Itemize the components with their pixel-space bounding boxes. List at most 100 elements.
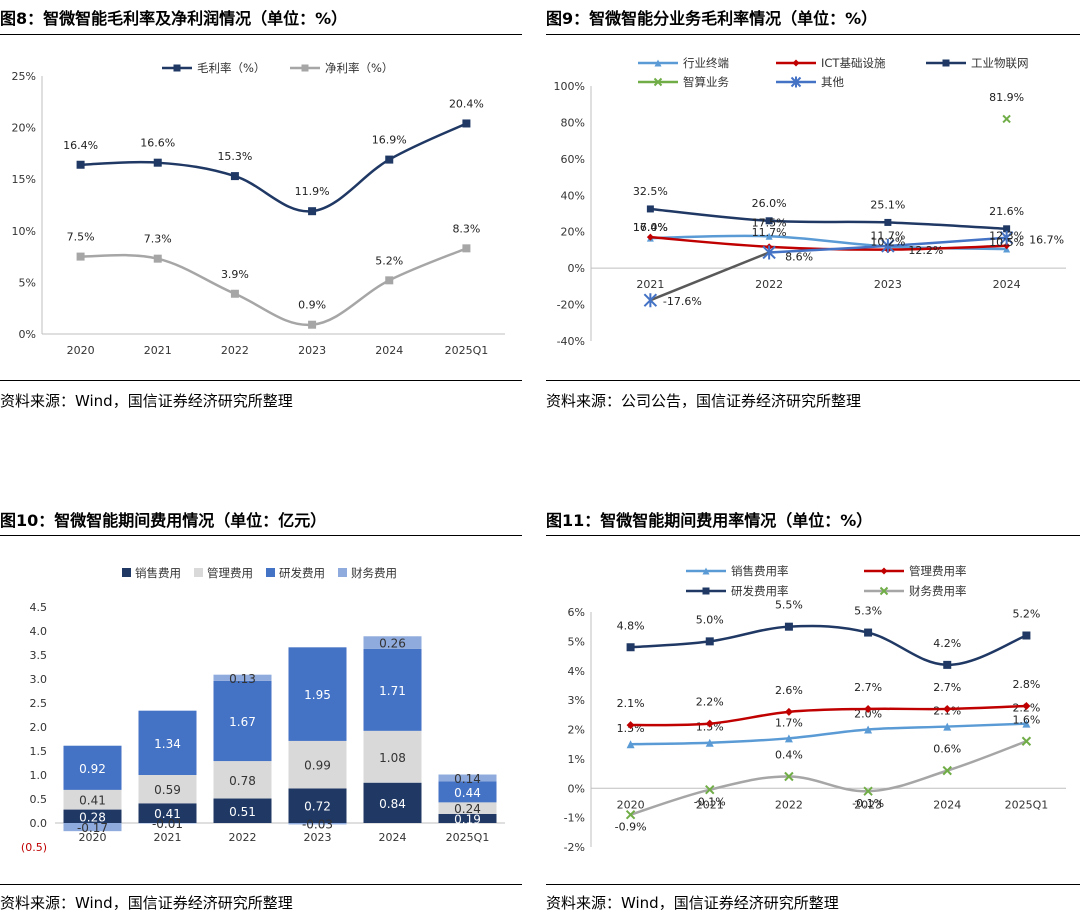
legend-label: ICT基础设施 (821, 56, 886, 70)
x-tick-label: 2025Q1 (445, 344, 489, 357)
data-point (626, 643, 635, 652)
data-label: 0.78 (229, 774, 256, 788)
bar-segment (438, 774, 497, 782)
data-label: 7.5% (67, 231, 95, 244)
data-label: 2.7% (854, 681, 882, 694)
legend-label: 研发费用率 (731, 584, 789, 598)
legend-marker (301, 64, 309, 72)
data-label: 5.2% (375, 254, 403, 267)
y-tick-label: 5% (568, 635, 585, 648)
data-label: 21.6% (989, 205, 1024, 218)
data-label: 1.6% (1012, 713, 1040, 726)
data-label: 20.4% (449, 97, 484, 110)
data-point (864, 628, 873, 637)
data-point (462, 244, 471, 253)
data-point (462, 119, 471, 128)
data-label: 16.4% (63, 139, 98, 152)
y-tick-label: -40% (557, 335, 585, 348)
y-tick-label: 0.0 (30, 817, 48, 830)
legend-swatch (266, 568, 275, 577)
chart-fig8: 0% 5% 10% 15% 20% 25% 2020 2021 2022 2023 2024 2025… (12, 61, 505, 357)
legend-label: 工业物联网 (971, 56, 1029, 70)
bar-segment (63, 745, 122, 790)
data-label: 10.5% (989, 236, 1024, 249)
legend-label: 财务费用 (351, 566, 397, 580)
data-label: 7.3% (144, 233, 172, 246)
data-label: 1.34 (154, 737, 181, 751)
x-tick-label: 2020 (617, 798, 645, 811)
x-tick-label: 2024 (379, 831, 407, 844)
data-label: 2.7% (933, 681, 961, 694)
title-rule (0, 34, 522, 35)
panel-fig8: 图8：智微智能毛利率及净利润情况（单位：%） 0% 5% 10% 15% 20% 25% 2… (0, 0, 522, 430)
legend-marker (792, 59, 800, 67)
data-point (765, 217, 773, 225)
legend-label: 管理费用率 (909, 564, 967, 578)
legend-label: 智算业务 (683, 75, 729, 89)
source-note: 资料来源：Wind，国信证券经济研究所整理 (546, 894, 839, 912)
legend-marker (790, 76, 802, 88)
x-tick-label: 2021 (144, 344, 172, 357)
y-tick-label: 40% (561, 189, 585, 202)
data-label: -0.1% (694, 796, 726, 809)
data-label: 0.41 (154, 807, 181, 821)
x-tick-label: 2025Q1 (1005, 798, 1049, 811)
y-tick-label: 2.5 (30, 697, 48, 710)
chart-title: 图10：智微智能期间费用情况（单位：亿元） (0, 511, 327, 530)
x-tick-label: 2020 (79, 831, 107, 844)
data-label: 0.6% (933, 743, 961, 756)
bar-segment (213, 674, 272, 681)
data-point (705, 719, 714, 728)
y-tick-label: 4.0 (30, 625, 48, 638)
x-tick-label: 2021 (696, 798, 724, 811)
data-point (784, 734, 793, 743)
source-rule (0, 884, 522, 885)
x-tick-label: 2020 (67, 344, 95, 357)
data-point (864, 725, 873, 734)
data-point (762, 245, 776, 260)
data-point (881, 238, 895, 253)
legend-label: 管理费用 (207, 566, 253, 580)
bar-segment (363, 648, 422, 731)
legend-marker (653, 77, 663, 87)
y-tick-label: 2.0 (30, 721, 48, 734)
data-label: 1.67 (229, 715, 256, 729)
bar-segment (138, 823, 197, 824)
legend-label: 财务费用率 (909, 584, 967, 598)
data-point (705, 785, 715, 795)
x-tick-label: 2021 (636, 278, 664, 291)
y-tick-label: 20% (12, 122, 36, 135)
bar-segment (63, 823, 122, 832)
y-tick-label: 5% (19, 276, 36, 289)
x-tick-label: 2024 (933, 798, 961, 811)
legend-marker (173, 64, 181, 72)
data-label: 8.3% (452, 222, 480, 235)
bar-segment (363, 636, 422, 649)
data-point (153, 254, 162, 263)
bar-segment (363, 730, 422, 783)
y-tick-label: 0% (568, 782, 585, 795)
data-point (1003, 225, 1011, 233)
data-point (705, 637, 714, 646)
source-rule (546, 884, 1080, 885)
y-tick-label: 100% (554, 80, 585, 93)
y-tick-label: 3% (568, 694, 585, 707)
bar-segment (213, 761, 272, 799)
data-point (385, 155, 394, 164)
y-tick-label: 2% (568, 724, 585, 737)
bar-segment (288, 740, 347, 789)
source-note: 资料来源：公司公告，国信证券经济研究所整理 (546, 392, 862, 410)
x-tick-label: 2025Q1 (446, 831, 490, 844)
data-label: 17.0% (633, 221, 668, 234)
series-line (630, 704, 1027, 727)
data-point (1022, 719, 1031, 728)
data-point (76, 252, 85, 261)
y-tick-label: 80% (561, 116, 585, 129)
data-label: -0.9% (615, 821, 647, 834)
data-label: 5.5% (775, 599, 803, 612)
bar-segment (438, 802, 497, 814)
bar-segment (213, 798, 272, 823)
y-tick-label: 3.0 (30, 673, 48, 686)
data-label: 0.84 (379, 797, 406, 811)
data-point (999, 230, 1014, 245)
